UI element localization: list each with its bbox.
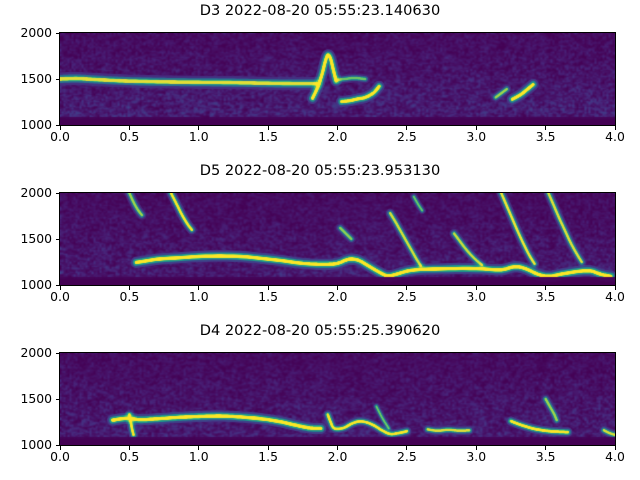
axis-spine-left [59, 32, 60, 126]
x-tick-label: 0.5 [119, 129, 140, 144]
spectrogram-panel-d3: D3 2022-08-20 05:55:23.140630 0.0 0.5 1.0 1… [0, 0, 640, 160]
x-tick [475, 286, 477, 290]
x-tick-label: 0.0 [50, 289, 70, 304]
x-tick-label: 1.5 [258, 129, 278, 144]
x-tick [614, 126, 616, 130]
x-tick-label: 0.0 [50, 449, 70, 464]
y-tick-label: 2000 [20, 185, 52, 200]
x-tick [337, 126, 338, 130]
x-tick-label: 3.5 [535, 449, 556, 464]
y-tick [55, 398, 59, 400]
x-tick-label: 1.5 [258, 449, 278, 464]
panel-title: D4 2022-08-20 05:55:25.390620 [199, 322, 441, 339]
x-tick [267, 446, 269, 450]
y-tick-label: 1500 [20, 231, 52, 246]
x-tick [198, 126, 200, 130]
x-tick-label: 3.0 [466, 449, 487, 464]
y-tick [55, 238, 59, 240]
x-tick-label: 2.5 [397, 129, 417, 144]
axis-spine-bottom [59, 285, 616, 286]
x-tick-label: 0.0 [50, 129, 70, 144]
x-tick [59, 446, 61, 450]
x-tick [406, 126, 408, 130]
x-tick [614, 286, 616, 290]
x-tick-label: 3.0 [466, 289, 487, 304]
x-tick-label: 2.5 [397, 289, 417, 304]
axis-spine-right [615, 352, 616, 446]
x-tick [59, 126, 61, 130]
x-tick-label: 1.0 [188, 129, 209, 144]
y-tick-label: 2000 [20, 345, 52, 360]
x-tick-label: 2.0 [327, 289, 348, 304]
x-tick-label: 4.0 [605, 289, 625, 304]
x-tick [475, 446, 477, 450]
axis-spine-bottom [59, 445, 616, 446]
x-tick-label: 0.5 [119, 289, 140, 304]
y-tick-label: 1500 [20, 391, 52, 406]
x-tick-label: 1.5 [258, 289, 278, 304]
y-tick-label: 1000 [20, 437, 52, 452]
x-tick [128, 126, 130, 130]
x-tick-label: 2.0 [327, 449, 348, 464]
x-tick [128, 286, 130, 290]
x-tick-label: 2.0 [327, 129, 348, 144]
spectrogram-panel-d4: D4 2022-08-20 05:55:25.390620 0.0 0.5 1.0 1… [0, 320, 640, 480]
x-tick [198, 446, 200, 450]
x-tick [128, 446, 130, 450]
axis-spine-right [615, 32, 616, 126]
x-tick-label: 3.0 [466, 129, 487, 144]
y-tick [55, 352, 59, 354]
y-tick-label: 1500 [20, 71, 52, 86]
axis-spine-right [615, 192, 616, 286]
x-tick [545, 446, 547, 450]
x-tick [406, 446, 408, 450]
axis-spine-top [59, 32, 616, 33]
x-tick-label: 4.0 [605, 449, 625, 464]
axis-spine-bottom [59, 125, 616, 126]
y-tick-label: 1000 [20, 277, 52, 292]
spectrogram-panel-d5: D5 2022-08-20 05:55:23.953130 0.0 0.5 1.0 1… [0, 160, 640, 320]
axis-spine-top [59, 192, 616, 193]
panel-title: D5 2022-08-20 05:55:23.953130 [199, 162, 441, 179]
x-tick [337, 446, 338, 450]
y-tick [55, 284, 59, 286]
axis-spine-left [59, 192, 60, 286]
x-tick [545, 286, 547, 290]
y-tick [55, 32, 59, 34]
x-tick-label: 1.0 [188, 449, 209, 464]
x-tick [337, 286, 338, 290]
x-tick [59, 286, 61, 290]
x-tick [267, 126, 269, 130]
y-tick [55, 124, 59, 126]
x-tick-label: 2.5 [397, 449, 417, 464]
x-tick [267, 286, 269, 290]
y-tick-label: 1000 [20, 117, 52, 132]
panel-title: D3 2022-08-20 05:55:23.140630 [199, 2, 441, 19]
x-tick-label: 4.0 [605, 129, 625, 144]
x-tick [198, 286, 200, 290]
x-tick-label: 1.0 [188, 289, 209, 304]
y-tick [55, 444, 59, 446]
x-tick [475, 126, 477, 130]
axis-spine-top [59, 352, 616, 353]
x-tick [406, 286, 408, 290]
y-tick [55, 78, 59, 80]
axis-spine-left [59, 352, 60, 446]
spectrogram-image [60, 193, 615, 285]
spectrogram-image [60, 33, 615, 125]
x-tick-label: 3.5 [535, 289, 556, 304]
y-tick-label: 2000 [20, 25, 52, 40]
spectrogram-image [60, 353, 615, 445]
x-tick [545, 126, 547, 130]
x-tick-label: 3.5 [535, 129, 556, 144]
x-tick-label: 0.5 [119, 449, 140, 464]
x-tick [614, 446, 616, 450]
y-tick [55, 192, 59, 194]
